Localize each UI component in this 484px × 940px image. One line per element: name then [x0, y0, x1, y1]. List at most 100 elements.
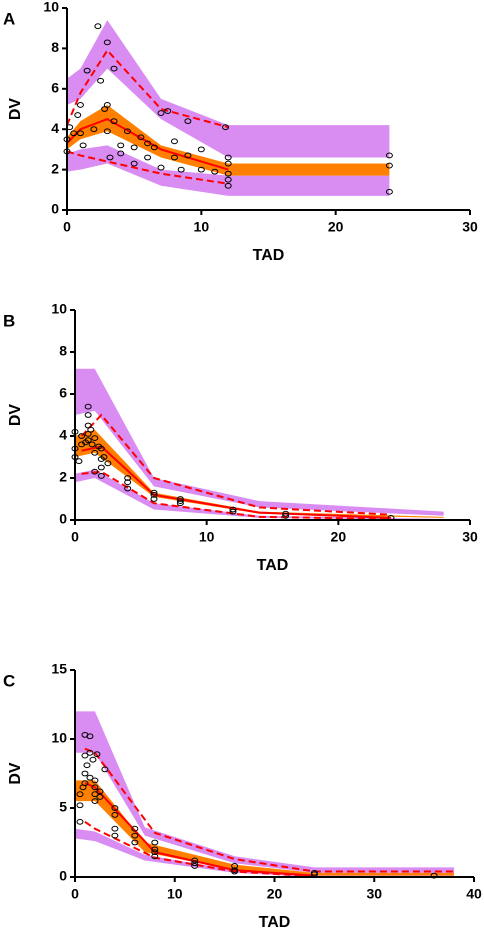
- observation: [130, 144, 138, 151]
- observation: [170, 154, 178, 161]
- prediction-band: [75, 429, 444, 518]
- observation: [229, 508, 237, 515]
- observation: [231, 863, 239, 869]
- observation: [76, 802, 84, 809]
- observation: [224, 176, 232, 183]
- percentile-line: [80, 413, 392, 516]
- percentile-line: [84, 820, 315, 878]
- y-tick-label: 15: [51, 661, 67, 677]
- observation: [103, 102, 111, 108]
- observation: [111, 812, 119, 818]
- observation: [75, 458, 83, 465]
- observation: [110, 118, 118, 125]
- observation: [91, 791, 99, 798]
- observation: [78, 433, 86, 439]
- x-tick-label: 0: [63, 219, 71, 235]
- x-tick-label: 20: [267, 886, 283, 902]
- y-tick-label: 10: [51, 301, 67, 317]
- observation: [88, 441, 96, 448]
- y-tick-label: 4: [51, 120, 59, 136]
- observation: [84, 412, 92, 418]
- observation: [117, 150, 125, 157]
- observation: [151, 849, 159, 856]
- observation: [137, 134, 145, 141]
- observation: [124, 475, 132, 481]
- observation: [197, 166, 205, 173]
- observation: [81, 752, 89, 759]
- observation: [176, 500, 184, 507]
- x-tick-label: 0: [71, 529, 79, 545]
- observation: [76, 102, 84, 108]
- percentile-line: [66, 48, 229, 129]
- y-tick-label: 2: [59, 469, 67, 485]
- observation: [123, 128, 131, 135]
- x-tick-label: 10: [199, 529, 215, 545]
- observation: [157, 164, 165, 171]
- observation: [131, 825, 139, 832]
- x-tick-label: 30: [462, 529, 478, 545]
- observation: [157, 110, 165, 116]
- observation: [144, 154, 152, 161]
- observation: [97, 77, 105, 84]
- observation: [282, 510, 290, 517]
- observation: [131, 832, 139, 839]
- y-tick-label: 5: [59, 799, 67, 815]
- observation: [150, 489, 158, 496]
- prediction-band: [75, 469, 444, 520]
- observation: [282, 512, 290, 519]
- panel-label: A: [3, 9, 15, 28]
- observation: [84, 403, 92, 410]
- y-tick-label: 10: [51, 730, 67, 746]
- observation: [164, 108, 172, 114]
- observation: [176, 498, 184, 505]
- y-tick-label: 0: [59, 511, 67, 527]
- percentile-line: [84, 747, 455, 873]
- observation: [144, 140, 152, 147]
- observation: [231, 868, 239, 875]
- observation: [131, 839, 139, 846]
- observation: [74, 112, 82, 118]
- observation: [191, 863, 199, 869]
- observation: [103, 39, 111, 46]
- observation: [150, 144, 158, 151]
- observation: [103, 128, 111, 135]
- observation: [197, 146, 205, 153]
- x-tick-label: 30: [462, 219, 478, 235]
- y-tick-label: 10: [43, 0, 59, 15]
- observation: [430, 872, 438, 879]
- x-tick-label: 10: [167, 886, 183, 902]
- observation: [91, 435, 99, 442]
- y-axis-label: DV: [7, 98, 24, 121]
- observation: [91, 777, 99, 784]
- observation: [106, 154, 114, 161]
- observation: [76, 818, 84, 825]
- y-axis-label: DV: [7, 762, 24, 785]
- observation: [224, 182, 232, 189]
- y-tick-label: 0: [59, 868, 67, 884]
- y-tick-label: 0: [51, 201, 59, 217]
- y-tick-label: 8: [59, 343, 67, 359]
- observation: [150, 496, 158, 502]
- observation: [176, 496, 184, 502]
- observation: [97, 464, 105, 471]
- observation: [86, 774, 94, 781]
- observation: [191, 860, 199, 867]
- observation: [117, 142, 125, 149]
- panel-label: C: [3, 671, 15, 690]
- y-tick-label: 6: [51, 80, 59, 96]
- observation: [81, 780, 89, 787]
- x-tick-label: 20: [331, 529, 347, 545]
- observation: [224, 154, 232, 161]
- observation: [111, 832, 119, 839]
- observation: [229, 506, 237, 513]
- observation: [84, 437, 92, 444]
- prediction-band: [67, 20, 390, 158]
- observation: [101, 766, 109, 773]
- x-tick-label: 40: [466, 886, 482, 902]
- observation: [100, 454, 108, 460]
- observation: [385, 162, 393, 169]
- x-tick-label: 0: [71, 886, 79, 902]
- observation: [96, 794, 104, 800]
- observation: [93, 751, 101, 758]
- observation: [385, 152, 393, 159]
